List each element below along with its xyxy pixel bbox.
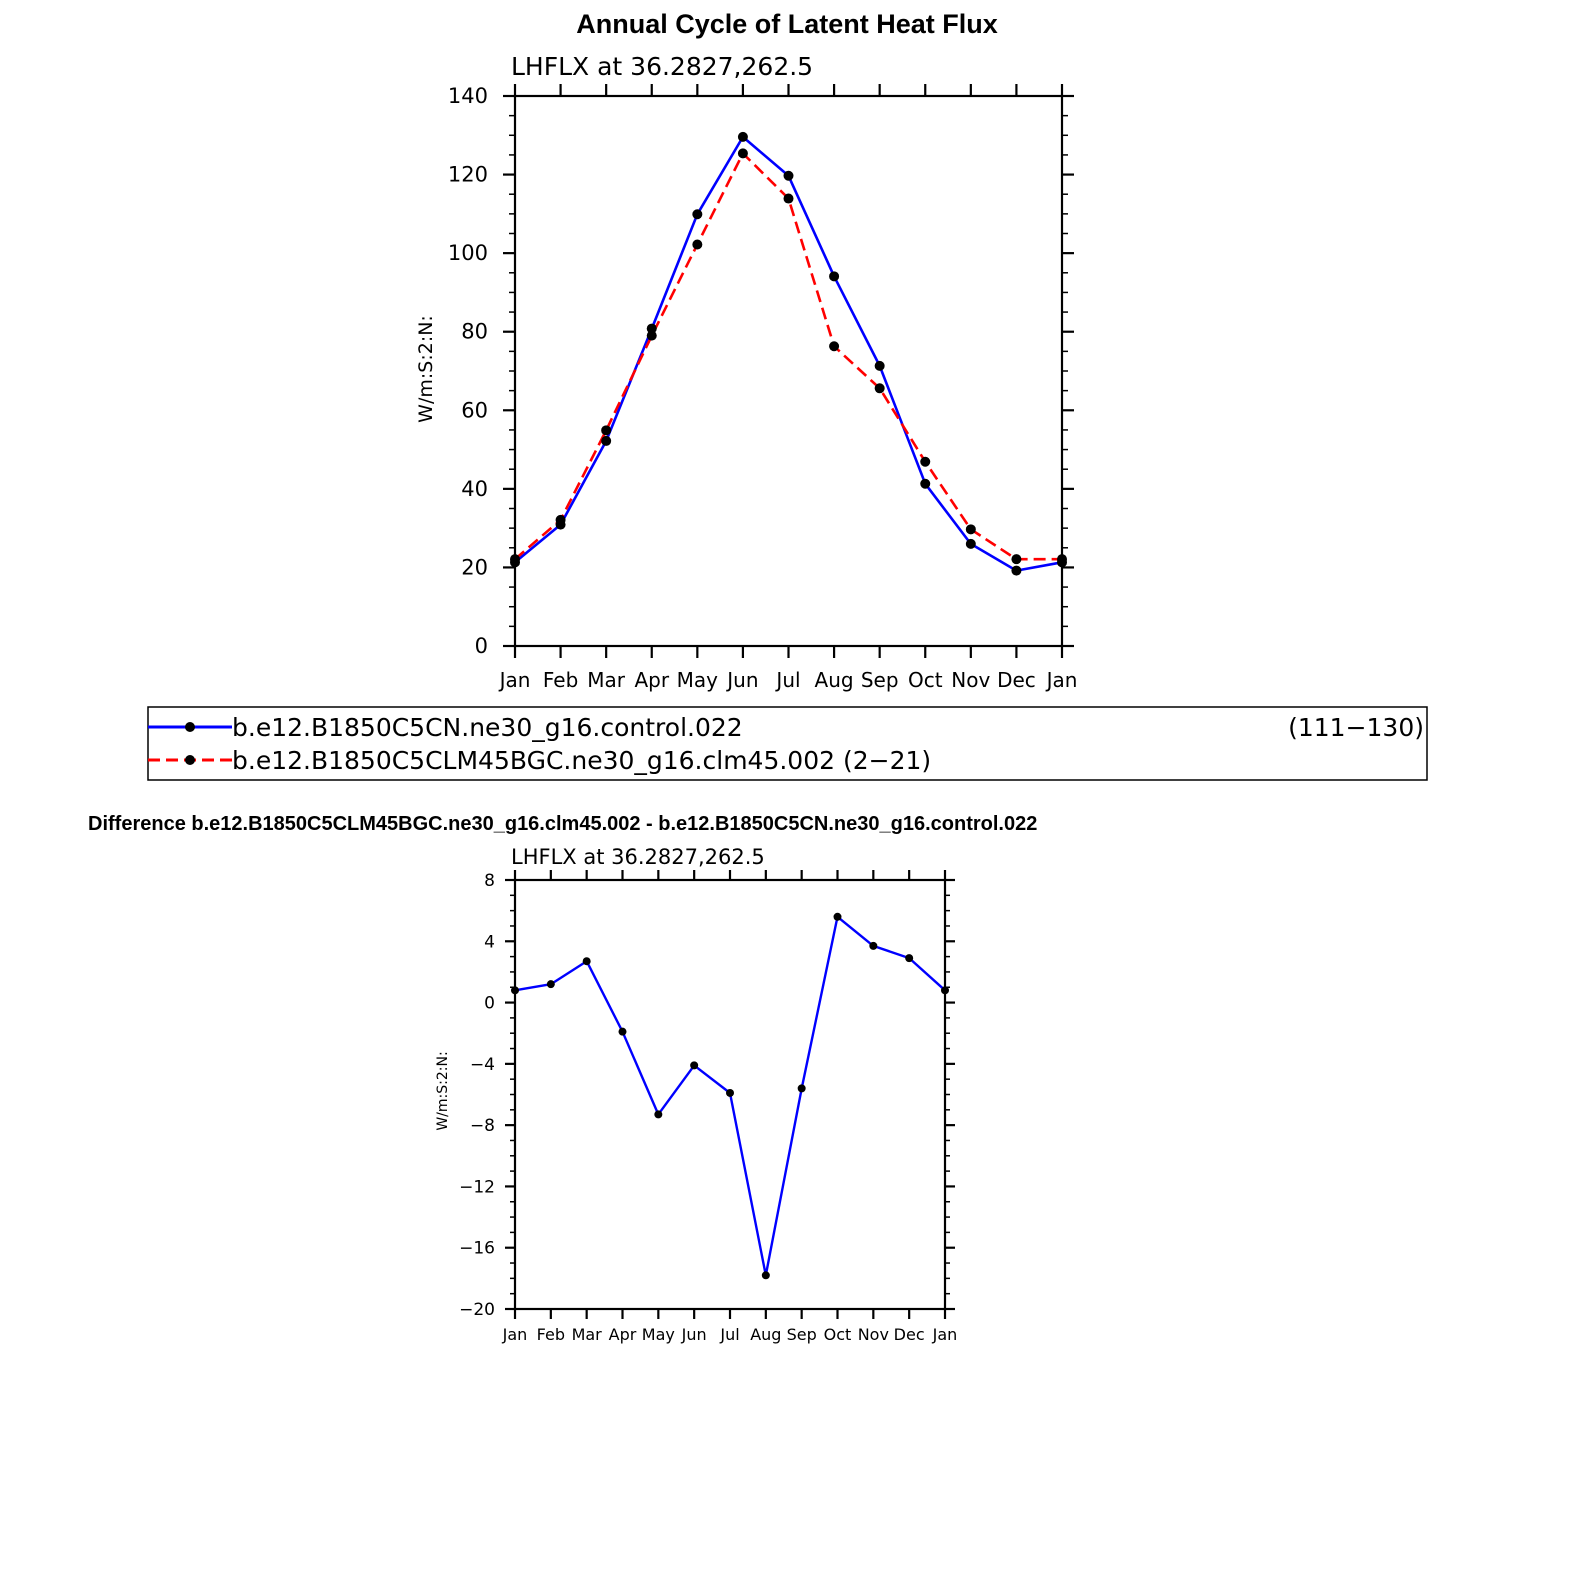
data-point <box>965 524 976 535</box>
x-tick-label: Jun <box>681 1325 707 1344</box>
x-tick-label: Mar <box>572 1325 603 1344</box>
y-tick-label: 120 <box>448 163 488 187</box>
y-tick-label: −16 <box>459 1239 495 1259</box>
annual-cycle-chart: LHFLX at 36.2827,262.5 W/m:S:2:N: 0 20 40 6… <box>415 52 1077 692</box>
x-tick-label: Oct <box>824 1325 852 1344</box>
data-point <box>618 1027 627 1036</box>
difference-title: Difference b.e12.B1850C5CLM45BGC.ne30_g1… <box>88 813 1037 835</box>
x-tick-label: Aug <box>815 668 854 692</box>
data-point <box>511 986 519 995</box>
y-tick-label: 0 <box>475 634 488 658</box>
data-point <box>829 271 840 282</box>
x-tick-label: Dec <box>894 1325 925 1344</box>
series-line-2 <box>514 152 1062 561</box>
x-tick-label: May <box>642 1325 675 1344</box>
data-point <box>646 323 657 334</box>
x-tick-label: Oct <box>908 668 943 692</box>
data-point <box>905 954 914 963</box>
data-point <box>546 980 555 989</box>
legend-marker-clm45 <box>185 755 195 765</box>
y-tick-label: 40 <box>461 477 488 501</box>
chart2-subtitle: LHFLX at 36.2827,262.5 <box>511 845 765 869</box>
data-point <box>690 1061 699 1070</box>
legend-years-control: (111−130) <box>1288 713 1424 742</box>
y-tick-label: 20 <box>461 555 488 579</box>
data-point <box>582 957 591 966</box>
x-tick-label: Apr <box>609 1325 637 1344</box>
data-point <box>761 1271 770 1280</box>
y-tick-label: 100 <box>448 241 488 265</box>
data-point <box>646 330 657 341</box>
x-tick-label: Jan <box>932 1325 958 1344</box>
data-point <box>829 341 840 352</box>
y-tick-label: −4 <box>470 1055 495 1075</box>
data-point <box>1057 554 1067 565</box>
legend-marker-control <box>185 722 195 732</box>
y-tick-label: 4 <box>484 932 495 952</box>
data-point <box>692 209 703 220</box>
data-point <box>920 478 931 489</box>
y-tick-label: −20 <box>459 1300 495 1320</box>
data-point <box>920 456 931 467</box>
data-point <box>869 941 878 950</box>
x-tick-label: Jun <box>725 668 758 692</box>
x-tick-label: Apr <box>634 668 669 692</box>
data-point <box>783 170 794 181</box>
data-point <box>737 148 748 159</box>
data-point <box>797 1084 806 1093</box>
legend-label-clm45: b.e12.B1850C5CLM45BGC.ne30_g16.clm45.002… <box>232 746 931 775</box>
x-tick-label: Jan <box>498 668 531 692</box>
x-tick-label: Jan <box>1045 668 1078 692</box>
data-point <box>783 193 794 204</box>
x-tick-label: Jul <box>774 668 800 692</box>
legend-label-control: b.e12.B1850C5CN.ne30_g16.control.022 <box>232 713 743 742</box>
x-tick-label: Dec <box>997 668 1036 692</box>
x-tick-label: Mar <box>587 668 626 692</box>
data-point <box>1011 565 1022 576</box>
data-point <box>1011 554 1022 565</box>
data-point <box>654 1110 663 1119</box>
data-point <box>833 912 842 921</box>
chart2-ylabel: W/m:S:2:N: <box>435 1051 451 1130</box>
y-tick-label: 80 <box>461 320 488 344</box>
x-tick-label: Sep <box>861 668 899 692</box>
chart1-subtitle: LHFLX at 36.2827,262.5 <box>511 52 813 81</box>
y-tick-label: 140 <box>448 84 488 108</box>
data-point <box>726 1088 734 1097</box>
y-tick-label: −12 <box>459 1177 495 1197</box>
x-tick-label: Feb <box>543 668 578 692</box>
y-tick-label: −8 <box>470 1116 495 1136</box>
x-tick-label: Nov <box>858 1325 889 1344</box>
x-tick-label: Feb <box>537 1325 565 1344</box>
data-point <box>510 554 520 565</box>
data-point <box>692 239 703 250</box>
x-tick-label: Nov <box>951 668 990 692</box>
data-point <box>601 435 612 446</box>
difference-chart: LHFLX at 36.2827,262.5 W/m:S:2:N: −20 −16… <box>435 845 957 1344</box>
figure-title: Annual Cycle of Latent Heat Flux <box>576 9 998 39</box>
x-tick-label: Jul <box>719 1325 739 1344</box>
y-tick-label: 0 <box>484 994 495 1014</box>
chart1-ylabel: W/m:S:2:N: <box>415 315 437 423</box>
data-point <box>874 383 885 394</box>
y-tick-label: 8 <box>484 871 495 891</box>
legend: b.e12.B1850C5CN.ne30_g16.control.022 (11… <box>147 706 1428 781</box>
x-tick-label: Sep <box>787 1325 817 1344</box>
y-tick-label: 60 <box>461 398 488 422</box>
data-point <box>737 131 748 142</box>
x-tick-label: May <box>677 668 719 692</box>
data-point <box>601 425 612 436</box>
x-tick-label: Jan <box>502 1325 528 1344</box>
legend-box <box>147 706 1428 781</box>
data-point <box>941 986 949 995</box>
data-point <box>965 538 976 549</box>
data-point <box>874 360 885 371</box>
data-point <box>555 514 566 525</box>
x-tick-label: Aug <box>750 1325 781 1344</box>
